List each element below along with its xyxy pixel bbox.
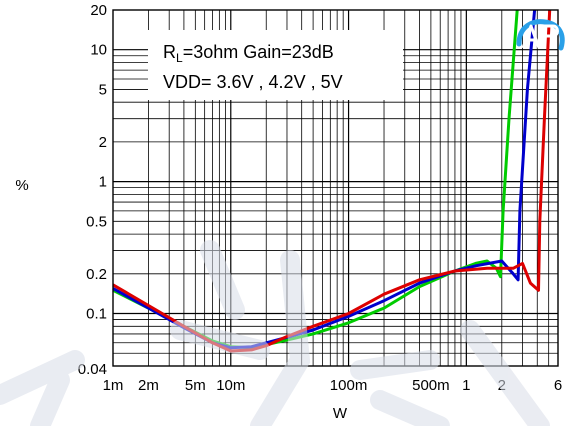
x-axis-label: W (333, 405, 348, 422)
x-tick-label: 500m (412, 377, 450, 394)
x-tick-label: 10m (216, 377, 245, 394)
x-tick-label: 1 (462, 377, 470, 394)
y-tick-label: 10 (90, 42, 107, 59)
y-tick-label: 1 (99, 174, 107, 191)
x-tick-label: 100m (330, 377, 368, 394)
y-tick-label: 0.2 (86, 266, 107, 283)
ap-logo-icon (516, 19, 565, 51)
y-tick-label: 0.5 (86, 213, 107, 230)
x-tick-label: 2 (498, 377, 506, 394)
y-tick-label: 2 (99, 134, 107, 151)
x-tick-label: 1m (103, 377, 124, 394)
y-tick-label: 0.1 (86, 306, 107, 323)
x-tick-labels: 1m 2m 5m 10m 100m 500m 1 2 6 (103, 377, 563, 394)
y-tick-label: 0.04 (78, 361, 107, 378)
x-tick-label: 5m (185, 377, 206, 394)
y-tick-label: 20 (90, 2, 107, 19)
y-tick-labels: 0.04 0.1 0.2 0.5 1 2 5 10 20 (78, 2, 107, 378)
plot-frame (112, 9, 559, 367)
annotation-box: RL=3ohm Gain=23dB VDD= 3.6V , 4.2V , 5V (148, 30, 403, 100)
annotation-line-1: RL=3ohm Gain=23dB (163, 42, 334, 65)
y-tick-label: 5 (99, 81, 107, 98)
x-tick-label: 2m (138, 377, 159, 394)
y-axis-label: % (15, 177, 28, 194)
annotation-line-2: VDD= 3.6V , 4.2V , 5V (163, 72, 343, 92)
x-tick-label: 6 (554, 377, 562, 394)
